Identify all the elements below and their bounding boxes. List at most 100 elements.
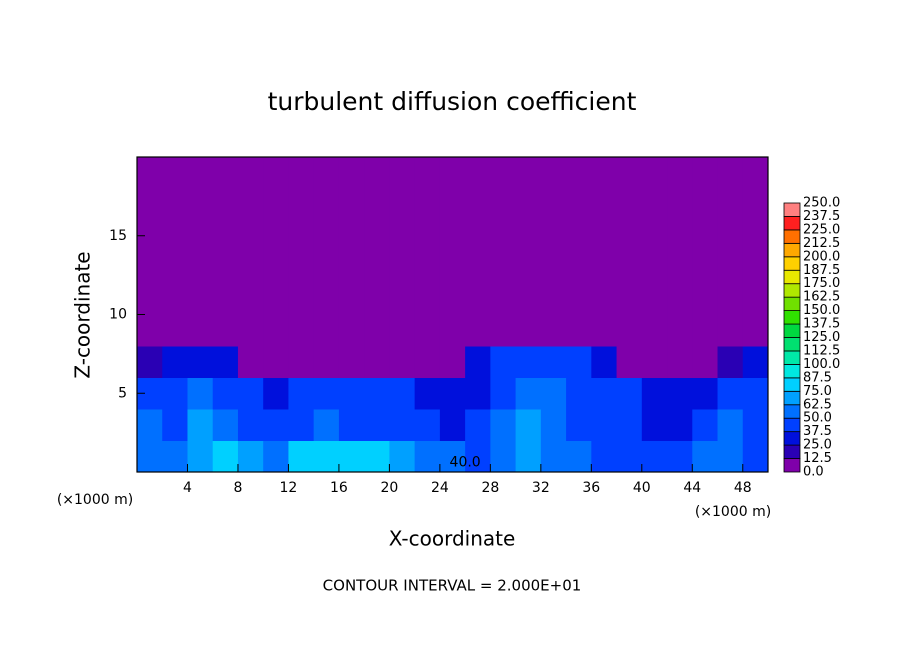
cell: [263, 314, 289, 347]
cell: [439, 220, 466, 252]
cell: [237, 409, 264, 441]
cell: [162, 314, 188, 347]
cell: [717, 220, 744, 252]
contour-label: 40.0: [450, 455, 481, 471]
cell: [414, 188, 441, 221]
cell: [263, 188, 289, 221]
cell: [566, 251, 592, 284]
cell: [692, 440, 719, 473]
cell: [389, 220, 416, 252]
cell: [414, 314, 441, 347]
cell: [667, 283, 693, 315]
cell: [515, 346, 542, 378]
colorbar-label: 225.0: [803, 222, 840, 237]
cell: [389, 409, 416, 441]
cell: [591, 377, 618, 410]
cell: [162, 377, 188, 410]
colorbar-segment: [783, 323, 801, 338]
cell: [616, 314, 643, 347]
chart-title: turbulent diffusion coefficient: [268, 87, 637, 116]
cell: [591, 251, 618, 284]
cell: [212, 188, 239, 221]
cell: [490, 409, 517, 441]
cell: [515, 377, 542, 410]
cell: [414, 251, 441, 284]
cell: [212, 409, 239, 441]
cell: [667, 314, 693, 347]
cell: [263, 346, 289, 378]
cell: [364, 377, 390, 410]
cell: [641, 157, 668, 189]
cell: [540, 409, 567, 441]
cell: [237, 188, 264, 221]
cell: [515, 283, 542, 315]
cell: [162, 157, 188, 189]
colorbar-label: 0.0: [803, 465, 824, 480]
cell: [364, 409, 390, 441]
cell: [338, 440, 365, 473]
cell: [742, 346, 769, 378]
cell: [717, 283, 744, 315]
cell: [237, 346, 264, 378]
cell: [515, 220, 542, 252]
y-unit: (×1000 m): [57, 492, 133, 508]
cell: [137, 188, 163, 221]
colorbar-segment: [783, 337, 801, 352]
cell: [717, 377, 744, 410]
x-tick-label: 4: [183, 480, 192, 496]
colorbar-label: 87.5: [803, 370, 832, 385]
cell: [237, 440, 264, 473]
colorbar-segment: [783, 377, 801, 392]
cell: [465, 188, 491, 221]
cell: [540, 314, 567, 347]
cell: [187, 377, 214, 410]
cell: [137, 283, 163, 315]
cell: [465, 346, 491, 378]
cell: [338, 220, 365, 252]
x-tick-label: 36: [582, 480, 600, 496]
colorbar-label: 212.5: [803, 236, 840, 251]
cell: [515, 157, 542, 189]
cell: [465, 283, 491, 315]
cell: [591, 283, 618, 315]
cell: [187, 220, 214, 252]
colorbar-segment: [783, 417, 801, 433]
colorbar-label: 187.5: [803, 263, 840, 278]
cell: [439, 314, 466, 347]
cell: [137, 251, 163, 284]
cell: [212, 314, 239, 347]
cell: [641, 377, 668, 410]
cell: [338, 251, 365, 284]
cell: [338, 346, 365, 378]
cell: [641, 409, 668, 441]
colorbar-label: 50.0: [803, 411, 832, 426]
cell: [313, 188, 340, 221]
cell: [414, 377, 441, 410]
cell: [389, 157, 416, 189]
cell: [389, 440, 416, 473]
cell: [237, 157, 264, 189]
colorbar-label: 137.5: [803, 317, 840, 332]
cell: [515, 409, 542, 441]
cell: [566, 440, 592, 473]
cell: [364, 346, 390, 378]
cell: [338, 188, 365, 221]
cell: [515, 314, 542, 347]
cell: [641, 251, 668, 284]
cell: [667, 346, 693, 378]
cell: [313, 283, 340, 315]
colorbar-segment: [783, 229, 801, 244]
cell: [237, 251, 264, 284]
colorbar-label: 37.5: [803, 424, 832, 439]
cell: [187, 283, 214, 315]
cell: [263, 283, 289, 315]
colorbar-label: 175.0: [803, 276, 840, 291]
x-tick-label: 24: [431, 480, 449, 496]
x-tick-label: 20: [380, 480, 398, 496]
colorbar-label: 162.5: [803, 290, 840, 305]
x-unit: (×1000 m): [695, 504, 771, 520]
cell: [187, 409, 214, 441]
cell: [717, 314, 744, 347]
cell: [162, 188, 188, 221]
cell: [263, 409, 289, 441]
